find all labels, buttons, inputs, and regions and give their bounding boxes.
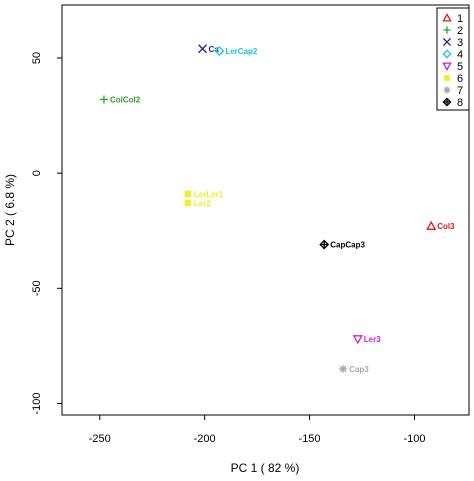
legend-label: 3 <box>457 37 463 49</box>
data-point-1: Col3 <box>426 220 455 231</box>
legend-label: 7 <box>457 85 463 97</box>
legend-label: 6 <box>457 73 463 85</box>
legend-item-4: 4 <box>442 49 463 61</box>
x-axis-title: PC 1 ( 82 %) <box>231 461 300 475</box>
data-point-5: Ler3 <box>352 335 381 345</box>
legend-item-7: 7 <box>443 85 463 97</box>
x-tick-label: -200 <box>194 433 216 445</box>
legend-item-2: 2 <box>443 25 463 37</box>
y-tick-label: -100 <box>31 392 43 414</box>
point-label: Ler3 <box>364 335 381 344</box>
legend-box <box>436 7 470 111</box>
data-point-7: Cap3 <box>339 365 369 374</box>
point-label: Ca <box>209 45 220 54</box>
legend-item-1: 1 <box>442 13 463 25</box>
legend-label: 4 <box>457 49 463 61</box>
legend-label: 5 <box>457 61 463 73</box>
plot-frame <box>61 4 470 416</box>
y-tick-label: 0 <box>31 170 43 176</box>
legend-item-5: 5 <box>442 61 463 73</box>
point-label: Ler2 <box>194 199 211 208</box>
point-label: LerLer1 <box>194 190 224 199</box>
data-point-2: ColCol2 <box>99 95 141 104</box>
axes: -250 -200 -150 -100 -100 -50 0 50 <box>31 52 425 445</box>
data-point-8: CapCap3 <box>319 239 365 250</box>
data-point-6: LerLer1 <box>184 190 224 199</box>
y-tick-label: -50 <box>31 280 43 296</box>
legend-label: 1 <box>457 13 463 25</box>
legend-label: 2 <box>457 25 463 37</box>
point-label: Col3 <box>437 222 455 231</box>
data-point-4: LerCap2 <box>214 46 258 56</box>
point-label: Cap3 <box>349 365 369 374</box>
legend-item-6: 6 <box>444 73 463 85</box>
point-label: LerCap2 <box>225 47 258 56</box>
x-tick-label: -250 <box>89 433 111 445</box>
data-point-6: Ler2 <box>184 199 211 208</box>
x-tick-label: -100 <box>403 433 425 445</box>
y-tick-label: 50 <box>31 52 43 64</box>
point-label: ColCol2 <box>110 95 141 104</box>
data-point-3: Ca <box>198 44 220 54</box>
y-axis-title: PC 2 ( 6.8 %) <box>3 174 17 246</box>
legend-label: 8 <box>457 97 463 109</box>
point-label: CapCap3 <box>330 241 365 250</box>
legend-item-8: 8 <box>442 97 463 109</box>
x-tick-label: -150 <box>299 433 321 445</box>
legend-item-3: 3 <box>442 37 463 49</box>
